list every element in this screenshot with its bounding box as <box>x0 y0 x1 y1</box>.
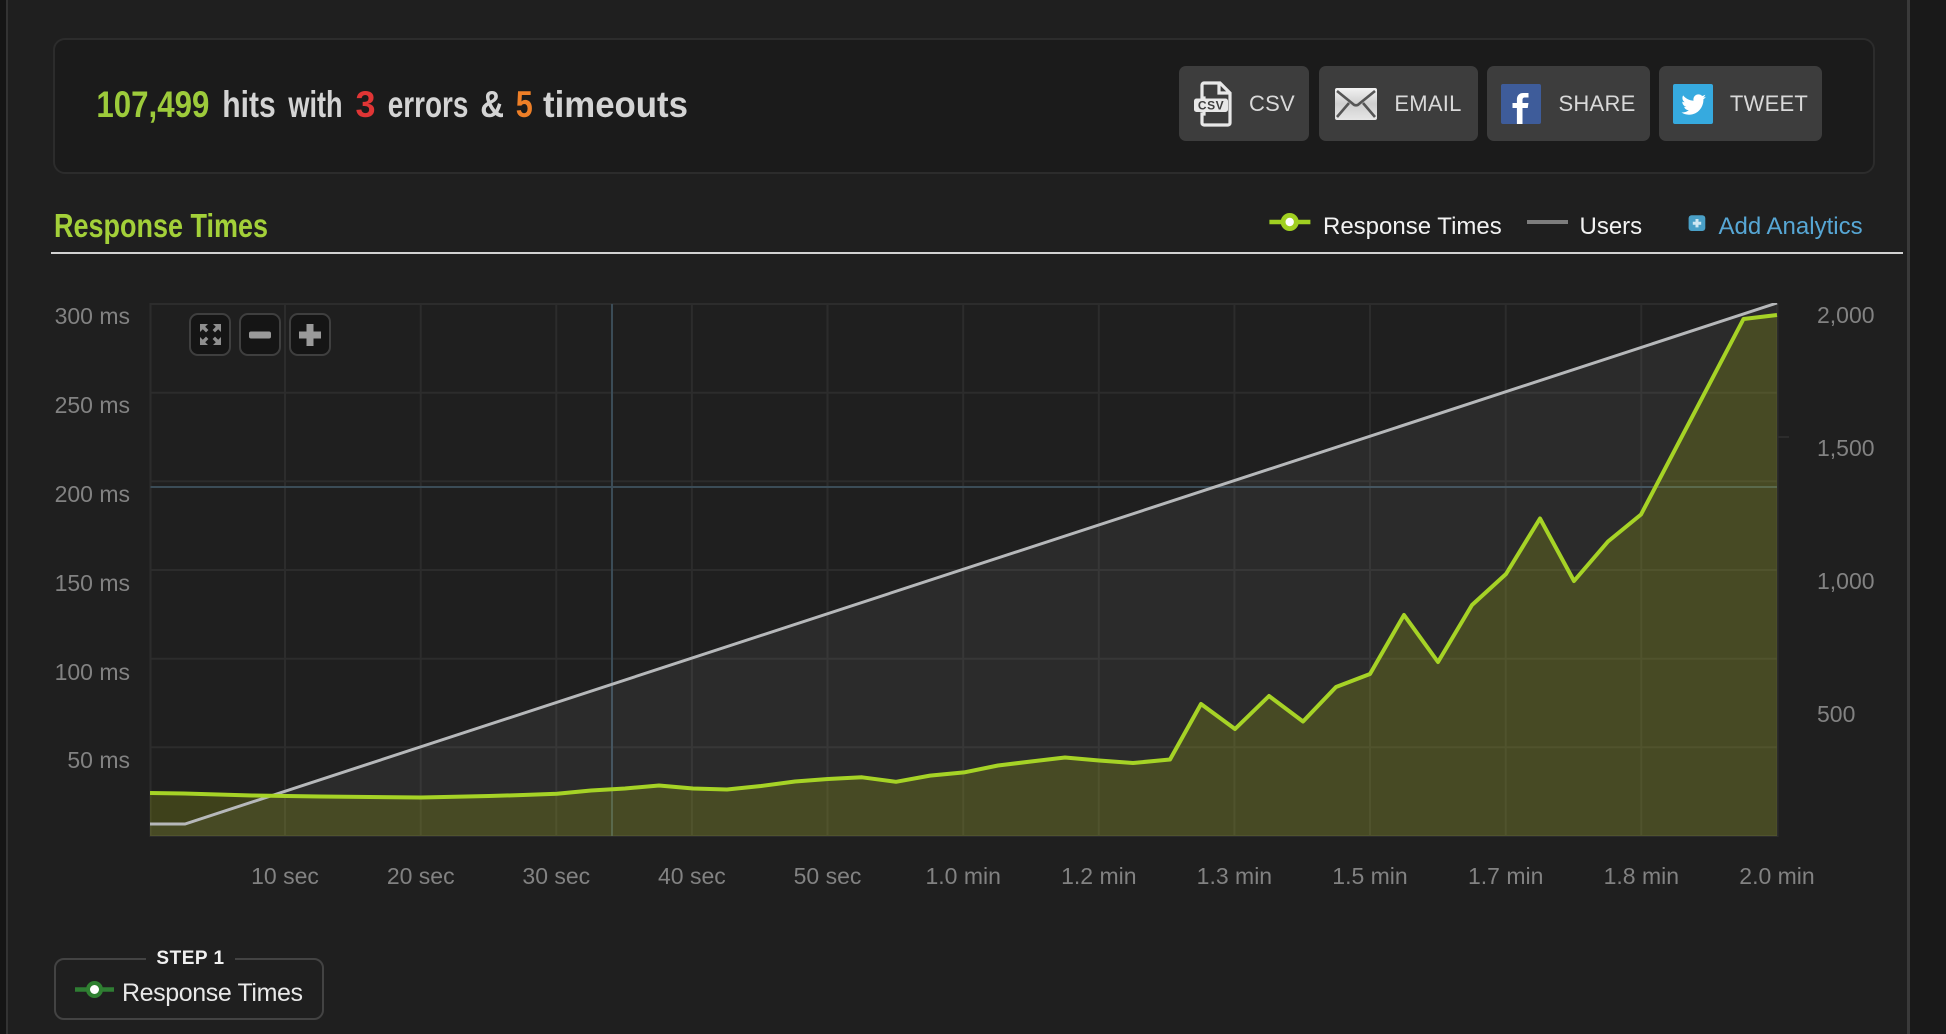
svg-text:30 sec: 30 sec <box>522 863 590 889</box>
svg-text:Response Times: Response Times <box>1323 213 1502 240</box>
svg-text:Response Times: Response Times <box>54 207 268 244</box>
svg-text:40 sec: 40 sec <box>658 863 726 889</box>
svg-text:50 sec: 50 sec <box>794 863 862 889</box>
svg-text:50 ms: 50 ms <box>67 747 130 773</box>
svg-text:Add Analytics: Add Analytics <box>1719 213 1863 240</box>
svg-text:2.0 min: 2.0 min <box>1739 863 1814 889</box>
svg-text:with: with <box>288 84 343 125</box>
svg-text:100 ms: 100 ms <box>55 659 130 685</box>
svg-text:1.8 min: 1.8 min <box>1604 863 1679 889</box>
svg-text:1,500: 1,500 <box>1817 435 1875 461</box>
svg-text:CSV: CSV <box>1198 98 1224 112</box>
svg-text:150 ms: 150 ms <box>55 570 130 596</box>
svg-text:200 ms: 200 ms <box>55 481 130 507</box>
svg-text:3: 3 <box>356 84 376 125</box>
svg-text:1,000: 1,000 <box>1817 568 1875 594</box>
svg-text:20 sec: 20 sec <box>387 863 455 889</box>
svg-text:250 ms: 250 ms <box>55 392 130 418</box>
svg-text:errors: errors <box>388 84 469 125</box>
svg-text:5: 5 <box>516 84 533 125</box>
svg-text:1.5 min: 1.5 min <box>1332 863 1407 889</box>
svg-text:hits: hits <box>222 84 275 125</box>
svg-text:1.0 min: 1.0 min <box>925 863 1000 889</box>
svg-text:500: 500 <box>1817 701 1855 727</box>
svg-text:300 ms: 300 ms <box>55 303 130 329</box>
svg-text:107,499: 107,499 <box>96 84 209 125</box>
svg-text:1.7 min: 1.7 min <box>1468 863 1543 889</box>
svg-text:10 sec: 10 sec <box>251 863 319 889</box>
svg-text:2,000: 2,000 <box>1817 302 1875 328</box>
svg-text:&: & <box>480 84 504 125</box>
svg-text:timeouts: timeouts <box>543 84 688 125</box>
svg-text:1.2 min: 1.2 min <box>1061 863 1136 889</box>
svg-text:Users: Users <box>1580 213 1643 240</box>
svg-text:1.3 min: 1.3 min <box>1197 863 1272 889</box>
